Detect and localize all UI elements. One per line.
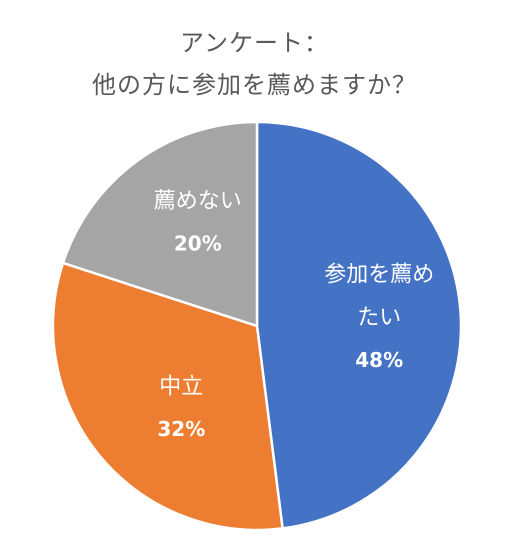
pie-slice-join (255, 120, 463, 530)
pie-slices (51, 120, 463, 532)
pie-slice-neutral (51, 261, 284, 532)
chart-title-line-1: アンケート： (179, 29, 330, 57)
chart-title-line-2: 他の方に参加を薦めますか？ (92, 71, 417, 99)
slice-value-label: 20% (174, 232, 222, 256)
pie-label-not-recommend: 薦めない 20% (154, 189, 242, 256)
pie-slice-not-recommend (61, 120, 259, 328)
slice-value-label: 48% (355, 348, 403, 372)
slice-category-label: 中立 (159, 374, 203, 399)
chart-title: アンケート： 他の方に参加を薦めますか？ (0, 22, 509, 106)
slice-value-label: 32% (157, 417, 205, 441)
slice-category-label: 薦めない (154, 189, 242, 214)
slice-category-label: 参加を薦め (324, 262, 434, 287)
slice-category-label: たい (357, 305, 401, 330)
pie-label-neutral: 中立 32% (157, 374, 205, 441)
